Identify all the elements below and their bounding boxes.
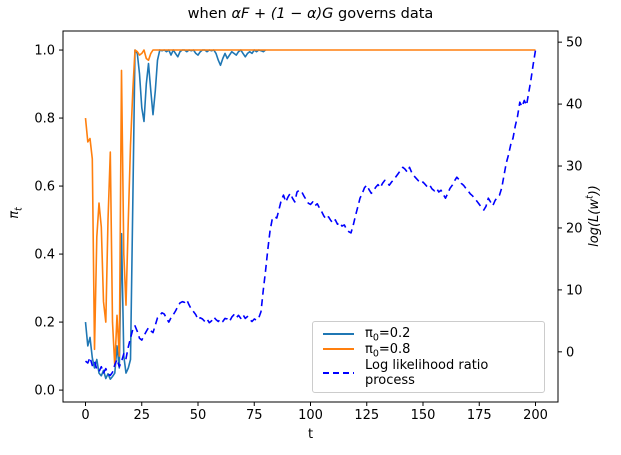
title-text: when [187, 6, 232, 22]
x-tick-label: 50 [190, 408, 207, 423]
legend-line-swatch-dashed-blue [323, 371, 354, 374]
y-left-tick-label: 0.6 [34, 180, 55, 195]
y-left-tick-label: 1.0 [34, 44, 55, 59]
x-tick-label: 200 [523, 408, 548, 423]
legend-label: Log likelihood ratio process [365, 357, 489, 388]
legend-item-pi0-08: π0=0.8 [323, 341, 534, 360]
legend: π0=0.2 π0=0.8 Log likelihood ratio proce… [312, 321, 545, 393]
log-label-sup: t [584, 195, 596, 200]
x-tick-label: 0 [81, 408, 89, 423]
series-line-log-likelihood-ratio [84, 50, 537, 377]
legend-line-swatch-teal [323, 332, 354, 335]
title-math: αF + (1 − α)G [231, 6, 334, 22]
x-tick-label: 75 [246, 408, 263, 423]
legend-item-pi0-02: π0=0.2 [323, 326, 534, 344]
log-label-pre: log(L(w [587, 199, 602, 247]
legend-line-swatch-orange [323, 348, 354, 351]
y-right-tick-label: 30 [566, 160, 583, 175]
x-axis-label: t [307, 427, 314, 442]
x-tick-label: 100 [298, 408, 323, 423]
y-left-tick-label: 0.2 [34, 316, 55, 331]
legend-label: π0=0.2 [365, 326, 411, 344]
y-right-tick-label: 0 [566, 345, 574, 360]
y-right-tick-label: 40 [566, 98, 583, 113]
y-left-tick-label: 0.0 [34, 384, 55, 399]
series-line-pi0-0.8 [84, 49, 536, 368]
pi-subscript: t [13, 207, 25, 211]
y-right-tick-label: 50 [566, 36, 583, 51]
legend-item-log-likelihood: Log likelihood ratio process [323, 358, 534, 388]
y-axis-label-right: log(L(wt)) [584, 166, 607, 266]
y-left-tick-label: 0.8 [34, 112, 55, 127]
y-right-tick-label: 10 [566, 283, 583, 298]
x-tick-label: 25 [133, 408, 150, 423]
y-axis-label-left: πt [7, 188, 27, 238]
title-text-suffix: governs data [333, 6, 434, 22]
y-right-tick-label: 20 [566, 221, 583, 236]
y-left-tick-label: 0.4 [34, 248, 55, 263]
pi-symbol: π [7, 210, 22, 219]
chart-title: when αF + (1 − α)G governs data [63, 6, 558, 22]
log-label-post: )) [587, 185, 602, 196]
legend-label: π0=0.8 [365, 341, 411, 360]
x-tick-label: 125 [354, 408, 379, 423]
x-tick-label: 175 [467, 408, 492, 423]
x-tick-label: 150 [411, 408, 436, 423]
